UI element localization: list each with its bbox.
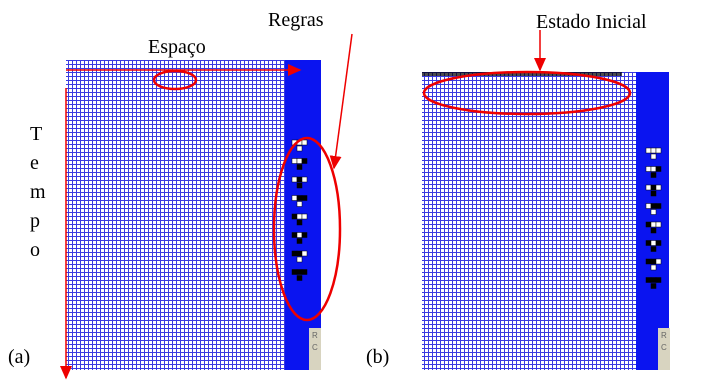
button-label: C [312, 343, 318, 352]
rule-cell [656, 222, 661, 227]
rule-cell [302, 177, 307, 182]
rule-cell [292, 177, 297, 182]
rule-cell [292, 251, 297, 256]
rule-cell [646, 204, 651, 209]
rule-cell [656, 259, 661, 264]
button-label: R [661, 331, 667, 340]
rule-result [297, 257, 302, 262]
time-letter: m [30, 181, 46, 203]
rule-cell [292, 196, 297, 201]
panel-label: (a) [8, 346, 30, 368]
rule-result [651, 173, 656, 178]
rule-cell [297, 196, 302, 201]
rule-result [651, 210, 656, 215]
rule-cell [646, 222, 651, 227]
rule-cell [297, 233, 302, 238]
rule-cell [656, 148, 661, 153]
rule-cell [297, 159, 302, 164]
rule-result [297, 183, 302, 188]
rule-result [297, 146, 302, 151]
rule-cell [302, 196, 307, 201]
rules-arrow [334, 34, 352, 168]
rule-cell [656, 185, 661, 190]
rule-cell [651, 185, 656, 190]
rule-cell [302, 233, 307, 238]
rule-cell [302, 159, 307, 164]
rules-bar [636, 72, 669, 370]
time-letter: T [30, 123, 42, 145]
rule-cell [656, 278, 661, 283]
rule-result [297, 220, 302, 225]
rule-cell [302, 270, 307, 275]
rule-cell [651, 278, 656, 283]
time-letter: p [30, 210, 40, 232]
rule-cell [646, 278, 651, 283]
rule-cell [646, 148, 651, 153]
rule-result [651, 191, 656, 196]
figure: R C R C Regras Espaço Estado Inicial (a)… [0, 0, 708, 381]
rule-cell [297, 177, 302, 182]
rule-cell [651, 259, 656, 264]
rule-cell [651, 167, 656, 172]
rule-cell [651, 204, 656, 209]
rule-cell [297, 251, 302, 256]
rule-result [297, 276, 302, 281]
rule-result [651, 265, 656, 270]
button-label: C [661, 343, 667, 352]
rule-cell [302, 214, 307, 219]
initial-state-label: Estado Inicial [536, 11, 647, 33]
rule-result [651, 284, 656, 289]
rule-cell [646, 185, 651, 190]
rule-result [651, 247, 656, 252]
rule-cell [302, 251, 307, 256]
space-label: Espaço [148, 36, 206, 58]
rule-result [297, 239, 302, 244]
rule-cell [292, 214, 297, 219]
rule-cell [651, 222, 656, 227]
rule-cell [292, 270, 297, 275]
time-letter: e [30, 152, 39, 174]
rule-cell [651, 241, 656, 246]
button-label: R [312, 331, 318, 340]
rule-cell [646, 241, 651, 246]
rule-cell [656, 167, 661, 172]
rule-cell [292, 233, 297, 238]
rule-result [651, 228, 656, 233]
rule-cell [656, 241, 661, 246]
rule-cell [646, 167, 651, 172]
rule-result [297, 202, 302, 207]
rule-cell [302, 140, 307, 145]
rule-cell [292, 159, 297, 164]
rule-cell [646, 259, 651, 264]
rule-cell [651, 148, 656, 153]
time-letter: o [30, 239, 40, 261]
panel-label: (b) [366, 346, 389, 368]
automaton-grid [422, 72, 637, 370]
automaton-grid [66, 60, 286, 370]
rule-cell [656, 204, 661, 209]
rules-label: Regras [268, 9, 324, 31]
rule-result [297, 165, 302, 170]
rule-cell [297, 270, 302, 275]
rule-result [651, 154, 656, 159]
rule-cell [297, 214, 302, 219]
